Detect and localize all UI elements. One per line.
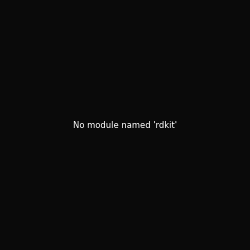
Text: No module named 'rdkit': No module named 'rdkit' <box>73 120 177 130</box>
